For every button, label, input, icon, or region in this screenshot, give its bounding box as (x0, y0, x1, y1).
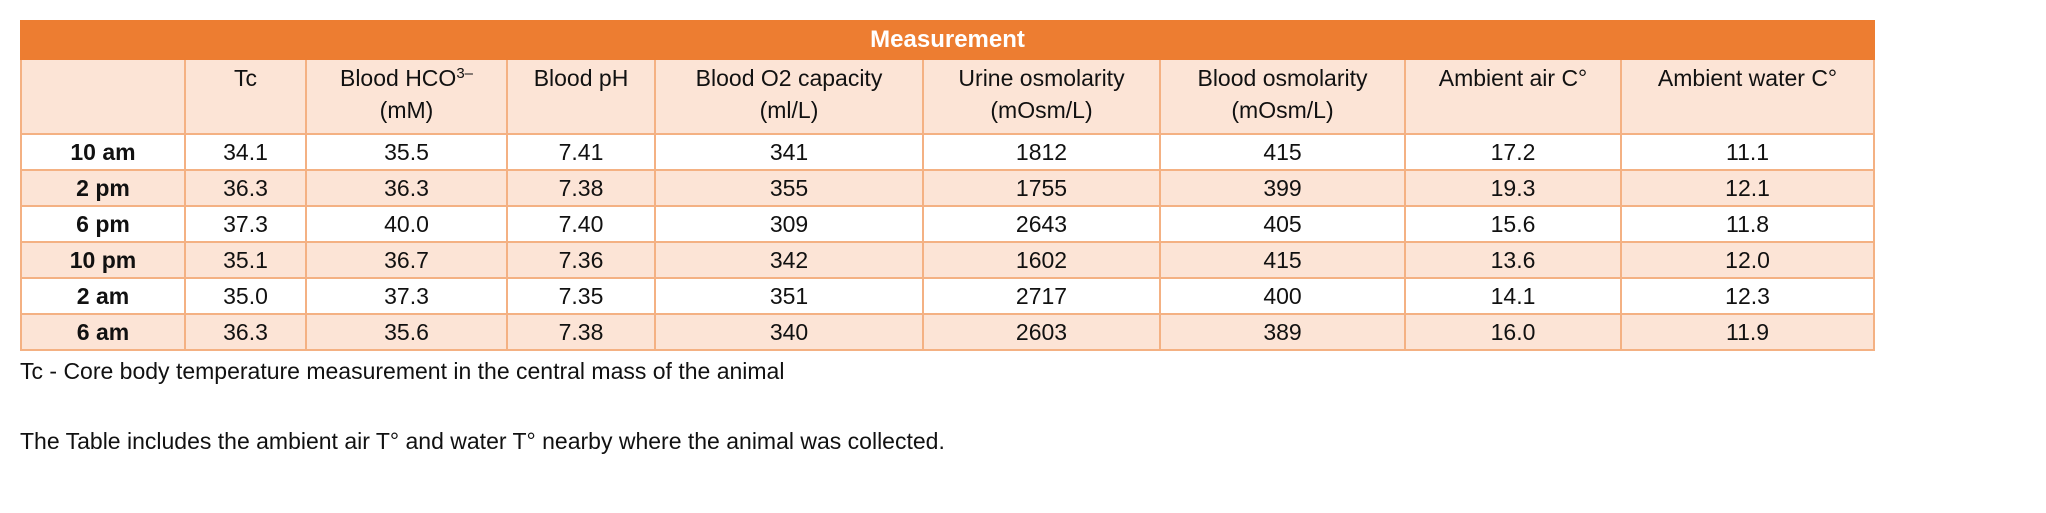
cell: 405 (1159, 205, 1406, 243)
cell: 17.2 (1404, 133, 1622, 171)
title-row: Measurement (19, 20, 1876, 60)
cell: 11.8 (1619, 205, 1876, 243)
cell: 34.1 (184, 133, 307, 171)
header-line: Blood osmolarity (1197, 65, 1368, 91)
header-unit: (mM) (379, 97, 434, 123)
cell: 415 (1159, 241, 1406, 279)
cell: 37.3 (184, 205, 307, 243)
cell: 389 (1159, 313, 1406, 351)
column-header: Urine osmolarity (mOsm/L) (922, 58, 1161, 135)
row-label: 10 pm (20, 241, 186, 279)
cell: 35.5 (305, 133, 508, 171)
cell: 7.38 (506, 313, 656, 351)
cell: 399 (1159, 169, 1406, 207)
cell: 36.3 (184, 169, 307, 207)
cell: 36.3 (184, 313, 307, 351)
cell: 351 (654, 277, 924, 315)
data-row: 6 am 36.3 35.6 7.38 340 2603 389 16.0 11.9 (20, 313, 1876, 351)
column-header: Ambient water C° (1619, 58, 1876, 135)
header-sup: 3– (456, 65, 473, 82)
header-line: Ambient water C° (1657, 65, 1838, 91)
cell: 11.1 (1619, 133, 1876, 171)
cell: 400 (1159, 277, 1406, 315)
cell: 7.41 (506, 133, 656, 171)
data-row: 10 pm 35.1 36.7 7.36 342 1602 415 13.6 12.0 (20, 241, 1876, 279)
data-row: 10 am 34.1 35.5 7.41 341 1812 415 17.2 11.1 (20, 133, 1876, 171)
data-row: 6 pm 37.3 40.0 7.40 309 2643 405 15.6 11.8 (20, 205, 1876, 243)
header-line: Tc (234, 65, 257, 91)
cell: 340 (654, 313, 924, 351)
footnote: Tc - Core body temperature measurement i… (20, 358, 785, 384)
cell: 35.6 (305, 313, 508, 351)
cell: 35.0 (184, 277, 307, 315)
row-label: 2 am (20, 277, 186, 315)
row-label: 2 pm (20, 169, 186, 207)
cell: 415 (1159, 133, 1406, 171)
header-unit: (mOsm/L) (1231, 97, 1334, 123)
cell: 2603 (922, 313, 1161, 351)
column-header: Blood osmolarity (mOsm/L) (1159, 58, 1406, 135)
cell: 7.40 (506, 205, 656, 243)
row-label: 10 am (20, 133, 186, 171)
cell: 341 (654, 133, 924, 171)
column-header (20, 58, 186, 135)
header-line: Blood HCO (339, 65, 457, 91)
cell: 1755 (922, 169, 1161, 207)
table-title: Measurement (19, 20, 1876, 60)
header-line: Ambient air C° (1438, 65, 1588, 91)
cell: 2643 (922, 205, 1161, 243)
cell: 35.1 (184, 241, 307, 279)
header-line: Urine osmolarity (958, 65, 1125, 91)
cell: 12.3 (1619, 277, 1876, 315)
column-header: Ambient air C° (1404, 58, 1622, 135)
cell: 36.3 (305, 169, 508, 207)
cell: 12.1 (1619, 169, 1876, 207)
cell: 355 (654, 169, 924, 207)
note: The Table includes the ambient air T° an… (20, 428, 945, 454)
cell: 40.0 (305, 205, 508, 243)
cell: 1812 (922, 133, 1161, 171)
header-line: Blood O2 capacity (695, 65, 883, 91)
cell: 15.6 (1404, 205, 1622, 243)
cell: 36.7 (305, 241, 508, 279)
header-line: Blood pH (533, 65, 629, 91)
data-row: 2 am 35.0 37.3 7.35 351 2717 400 14.1 12.3 (20, 277, 1876, 315)
cell: 7.38 (506, 169, 656, 207)
cell: 7.35 (506, 277, 656, 315)
header-unit: (ml/L) (759, 97, 819, 123)
cell: 16.0 (1404, 313, 1622, 351)
header-unit: (mOsm/L) (990, 97, 1093, 123)
cell: 7.36 (506, 241, 656, 279)
cell: 37.3 (305, 277, 508, 315)
cell: 1602 (922, 241, 1161, 279)
cell: 11.9 (1619, 313, 1876, 351)
cell: 12.0 (1619, 241, 1876, 279)
data-table: Measurement Tc Blood HCO3– (mM) Blood pH Bloo… (19, 20, 1876, 351)
column-header: Blood O2 capacity (ml/L) (654, 58, 924, 135)
table-wrap: Measurement Tc Blood HCO3– (mM) Blood pH Bloo… (19, 20, 1876, 351)
cell: 2717 (922, 277, 1161, 315)
header-row: Tc Blood HCO3– (mM) Blood pH Blood O2 capaci… (20, 58, 1876, 135)
row-label: 6 pm (20, 205, 186, 243)
cell: 342 (654, 241, 924, 279)
column-header: Blood HCO3– (mM) (305, 58, 508, 135)
cell: 19.3 (1404, 169, 1622, 207)
cell: 13.6 (1404, 241, 1622, 279)
cell: 309 (654, 205, 924, 243)
column-header: Blood pH (506, 58, 656, 135)
row-label: 6 am (20, 313, 186, 351)
cell: 14.1 (1404, 277, 1622, 315)
column-header: Tc (184, 58, 307, 135)
data-row: 2 pm 36.3 36.3 7.38 355 1755 399 19.3 12.1 (20, 169, 1876, 207)
